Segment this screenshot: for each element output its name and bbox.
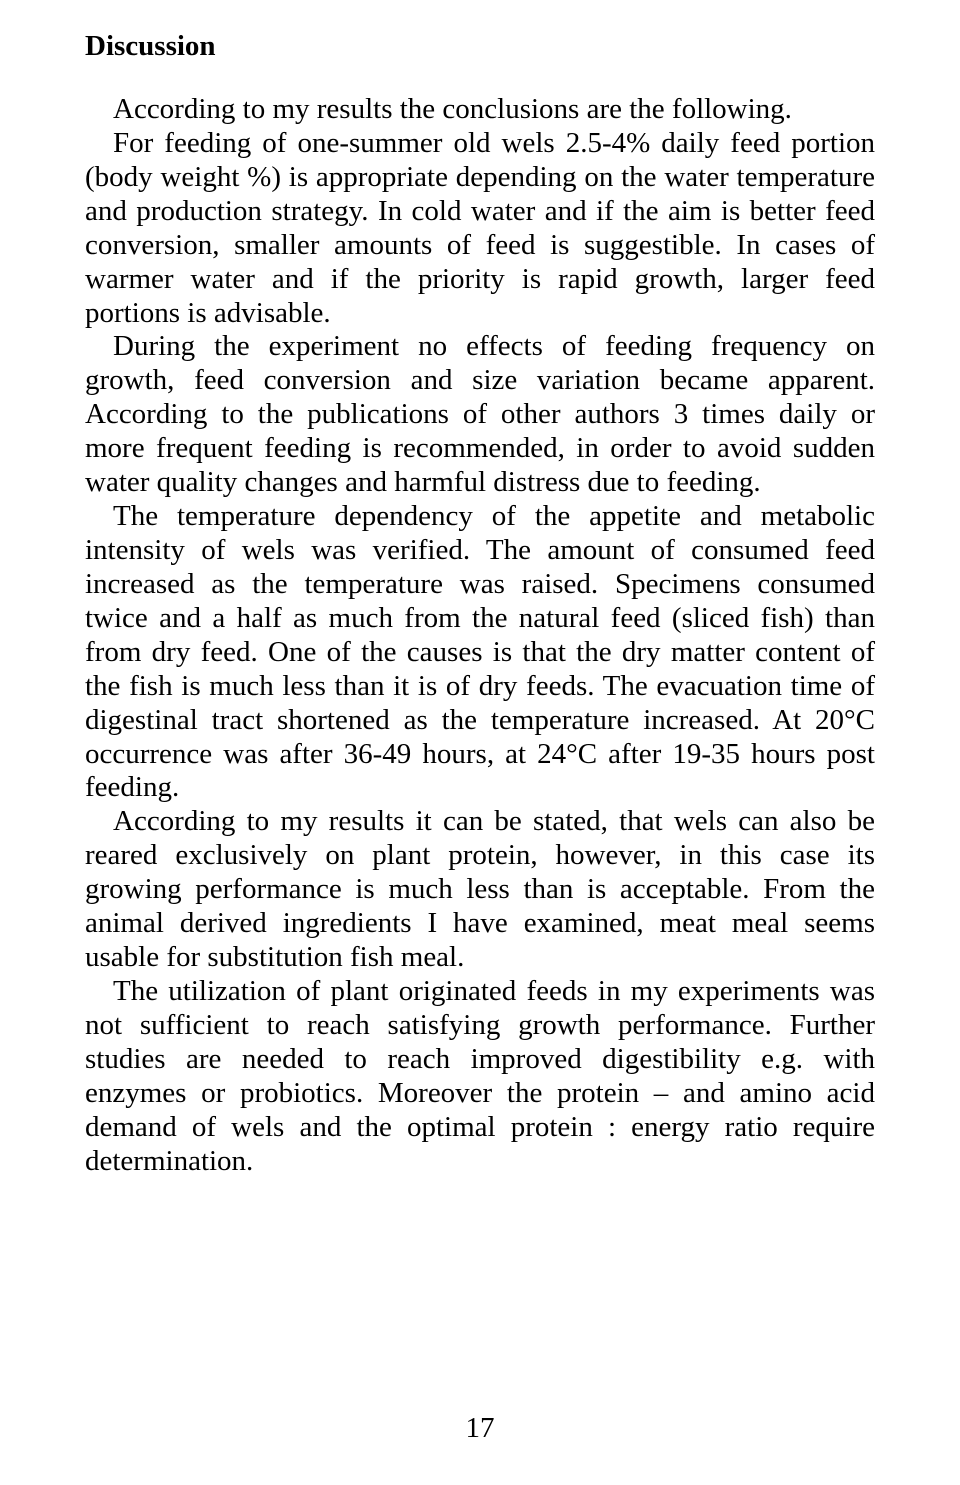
paragraph: For feeding of one-summer old wels 2.5-4… (85, 127, 875, 331)
paragraph: During the experiment no effects of feed… (85, 330, 875, 500)
paragraph: The utilization of plant originated feed… (85, 975, 875, 1179)
section-heading: Discussion (85, 30, 875, 63)
document-page: Discussion According to my results the c… (0, 0, 960, 1485)
paragraph: According to my results the conclusions … (85, 93, 875, 127)
paragraph: The temperature dependency of the appeti… (85, 500, 875, 805)
paragraph: According to my results it can be stated… (85, 805, 875, 975)
page-number: 17 (0, 1412, 960, 1445)
